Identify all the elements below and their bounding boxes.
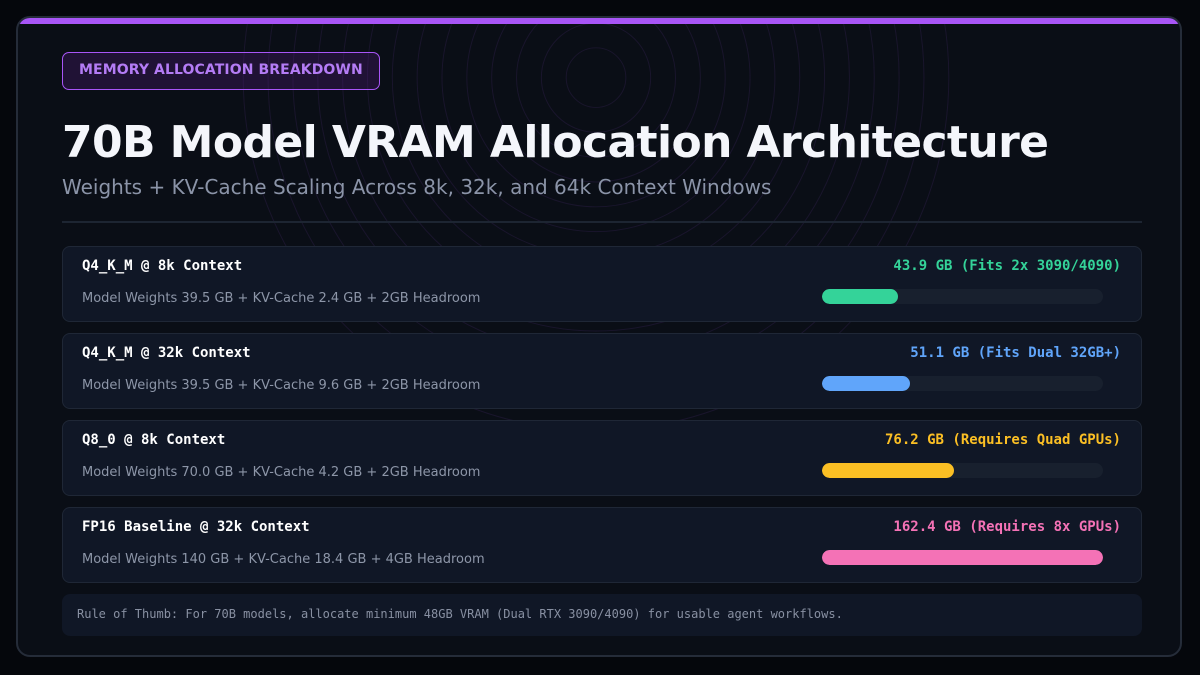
bar-track bbox=[822, 375, 1103, 391]
bar-fill bbox=[822, 288, 898, 304]
allocation-row: Q4_K_M @ 32k Context Model Weights 39.5 G… bbox=[62, 332, 1142, 409]
row-label: FP16 Baseline @ 32k Context bbox=[82, 518, 310, 535]
section-badge: MEMORY ALLOCATION BREAKDOWN bbox=[62, 52, 380, 90]
bar-track bbox=[822, 288, 1103, 304]
row-total-label: 51.1 GB (Fits Dual 32GB+) bbox=[910, 344, 1121, 361]
row-label: Q8_0 @ 8k Context bbox=[82, 431, 226, 448]
row-breakdown: Model Weights 39.5 GB + KV-Cache 9.6 GB … bbox=[82, 377, 481, 393]
chart-title: 70B Model VRAM Allocation Architecture bbox=[62, 117, 1049, 168]
allocation-row: Q8_0 @ 8k Context Model Weights 70.0 GB +… bbox=[62, 419, 1142, 496]
allocation-rows: Q4_K_M @ 8k Context Model Weights 39.5 GB… bbox=[62, 245, 1142, 583]
bar-fill bbox=[822, 462, 954, 478]
bar-fill bbox=[822, 549, 1103, 565]
allocation-row: Q4_K_M @ 8k Context Model Weights 39.5 GB… bbox=[62, 245, 1142, 322]
bar-track bbox=[822, 462, 1103, 478]
bar-fill bbox=[822, 375, 911, 391]
row-total-label: 162.4 GB (Requires 8x GPUs) bbox=[893, 518, 1121, 535]
rule-of-thumb-note: Rule of Thumb: For 70B models, allocate … bbox=[62, 593, 1142, 636]
row-total-label: 43.9 GB (Fits 2x 3090/4090) bbox=[893, 257, 1121, 274]
row-label: Q4_K_M @ 8k Context bbox=[82, 257, 243, 274]
bar-track bbox=[822, 549, 1103, 565]
row-breakdown: Model Weights 39.5 GB + KV-Cache 2.4 GB … bbox=[82, 290, 481, 306]
row-breakdown: Model Weights 140 GB + KV-Cache 18.4 GB … bbox=[82, 551, 485, 567]
allocation-row: FP16 Baseline @ 32k Context Model Weights… bbox=[62, 506, 1142, 583]
content: MEMORY ALLOCATION BREAKDOWN 70B Model VR… bbox=[62, 52, 1142, 636]
row-breakdown: Model Weights 70.0 GB + KV-Cache 4.2 GB … bbox=[82, 464, 481, 480]
row-total-label: 76.2 GB (Requires Quad GPUs) bbox=[884, 431, 1121, 448]
chart-subtitle: Weights + KV-Cache Scaling Across 8k, 32… bbox=[62, 174, 772, 199]
divider bbox=[62, 220, 1142, 223]
chart-card: MEMORY ALLOCATION BREAKDOWN 70B Model VR… bbox=[16, 16, 1182, 657]
accent-top-bar bbox=[18, 18, 1180, 24]
row-label: Q4_K_M @ 32k Context bbox=[82, 344, 251, 361]
